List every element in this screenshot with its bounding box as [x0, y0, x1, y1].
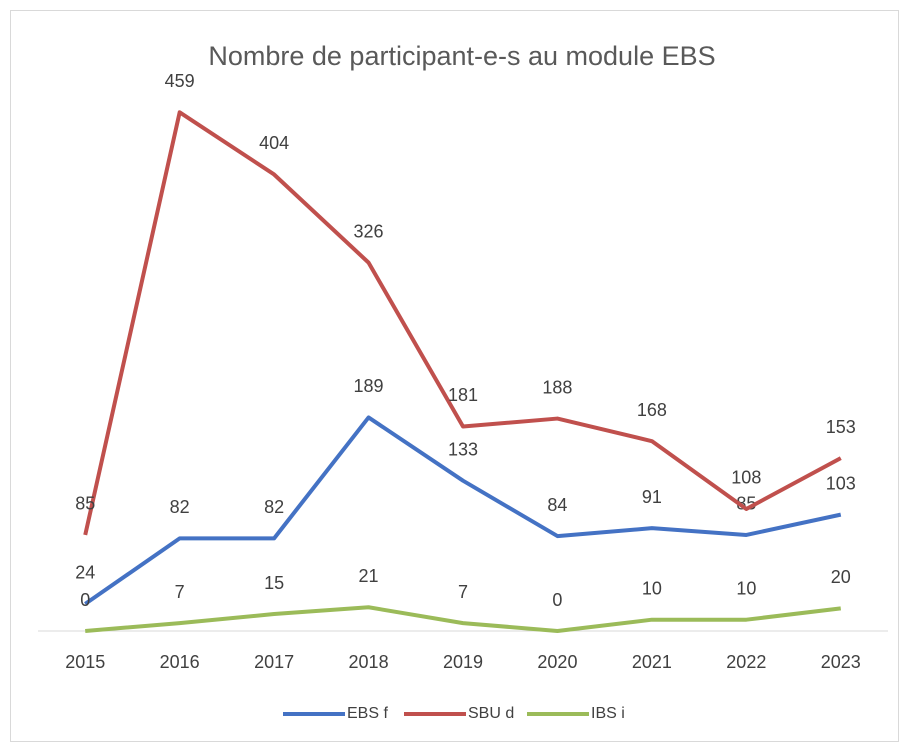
series-line	[85, 605, 842, 633]
data-label: 103	[826, 473, 856, 493]
chart-border	[10, 10, 899, 742]
x-tick-label: 2017	[254, 652, 294, 672]
data-label: 0	[552, 590, 562, 610]
data-label: 188	[542, 377, 572, 397]
data-label: 24	[75, 563, 95, 583]
data-label: 133	[448, 439, 478, 459]
x-tick-label: 2016	[160, 652, 200, 672]
data-label: 153	[826, 417, 856, 437]
data-label: 181	[448, 385, 478, 405]
data-label: 7	[175, 582, 185, 602]
data-label: 326	[354, 221, 384, 241]
data-label: 85	[736, 494, 756, 514]
x-tick-label: 2021	[632, 652, 672, 672]
chart-title: Nombre de participant-e-s au module EBS	[208, 41, 715, 71]
data-label: 84	[547, 495, 567, 515]
data-label: 189	[354, 376, 384, 396]
data-label: 7	[458, 582, 468, 602]
series-line	[84, 415, 842, 606]
data-label: 82	[170, 497, 190, 517]
data-label: 15	[264, 573, 284, 593]
legend-label: EBS f	[347, 705, 388, 722]
series-line	[83, 110, 842, 536]
x-tick-label: 2015	[65, 652, 105, 672]
data-label: 20	[831, 567, 851, 587]
data-label: 459	[165, 71, 195, 91]
data-label: 82	[264, 497, 284, 517]
data-label: 404	[259, 133, 289, 153]
x-tick-label: 2020	[537, 652, 577, 672]
x-tick-label: 2019	[443, 652, 483, 672]
x-tick-label: 2023	[821, 652, 861, 672]
data-label: 0	[80, 590, 90, 610]
data-label: 91	[642, 487, 662, 507]
data-label: 168	[637, 400, 667, 420]
legend-label: IBS i	[591, 705, 625, 722]
data-label: 10	[736, 578, 756, 598]
data-label: 21	[359, 566, 379, 586]
x-tick-label: 2018	[349, 652, 389, 672]
data-label: 10	[642, 578, 662, 598]
data-label: 85	[75, 494, 95, 514]
legend-label: SBU d	[468, 705, 514, 722]
data-label: 108	[731, 468, 761, 488]
x-tick-label: 2022	[726, 652, 766, 672]
